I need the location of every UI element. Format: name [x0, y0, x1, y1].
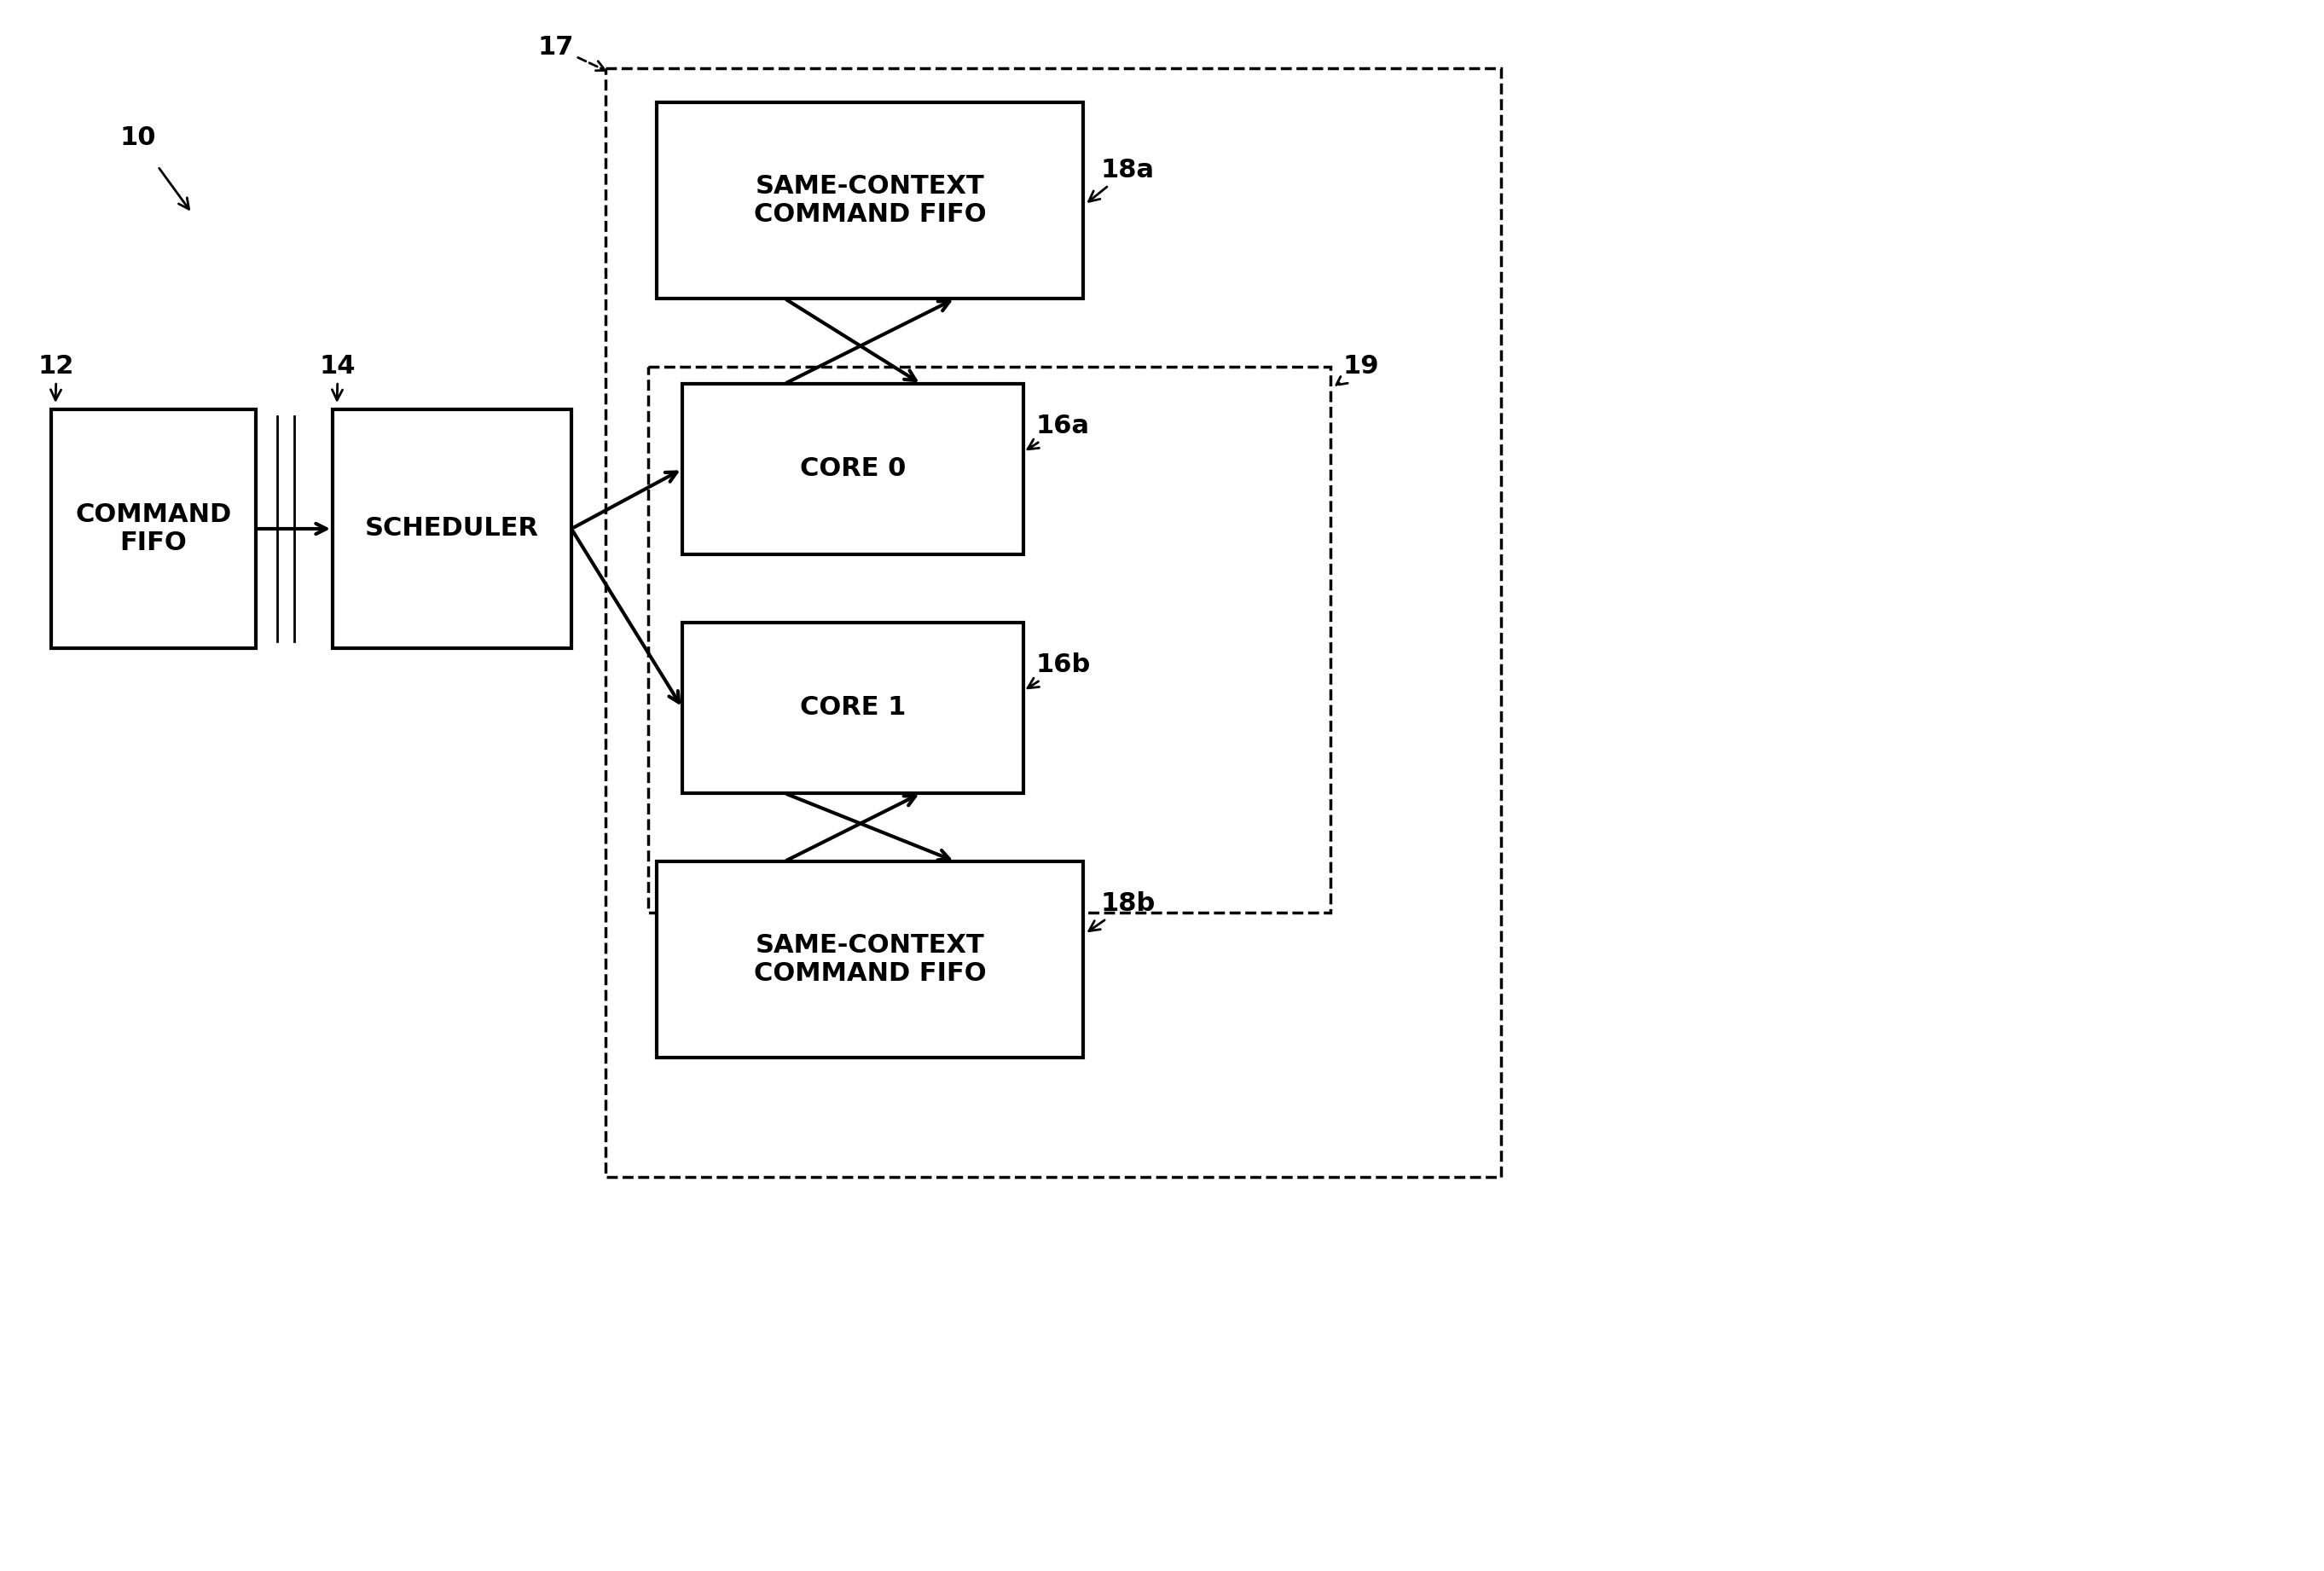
Text: 10: 10	[119, 126, 156, 151]
Text: SAME-CONTEXT
COMMAND FIFO: SAME-CONTEXT COMMAND FIFO	[753, 174, 985, 228]
Text: 14: 14	[321, 355, 356, 401]
Text: SCHEDULER: SCHEDULER	[365, 517, 539, 540]
Text: 12: 12	[40, 355, 74, 401]
Bar	[51, 410, 256, 649]
Bar	[658, 861, 1083, 1057]
Bar	[683, 383, 1023, 555]
Bar	[658, 102, 1083, 298]
Text: 17: 17	[537, 35, 604, 71]
Text: CORE 0: CORE 0	[799, 457, 906, 481]
Text: 16a: 16a	[1027, 415, 1090, 449]
Text: SAME-CONTEXT
COMMAND FIFO: SAME-CONTEXT COMMAND FIFO	[753, 933, 985, 987]
Text: CORE 1: CORE 1	[799, 696, 906, 720]
Text: 19: 19	[1336, 355, 1380, 385]
Text: 16b: 16b	[1027, 654, 1090, 688]
Text: 18a: 18a	[1088, 159, 1155, 201]
Text: COMMAND
FIFO: COMMAND FIFO	[74, 503, 232, 556]
Bar	[332, 410, 572, 649]
Bar	[648, 366, 1329, 913]
Text: 18b: 18b	[1090, 892, 1155, 932]
Bar	[607, 68, 1501, 1177]
Bar	[683, 622, 1023, 793]
